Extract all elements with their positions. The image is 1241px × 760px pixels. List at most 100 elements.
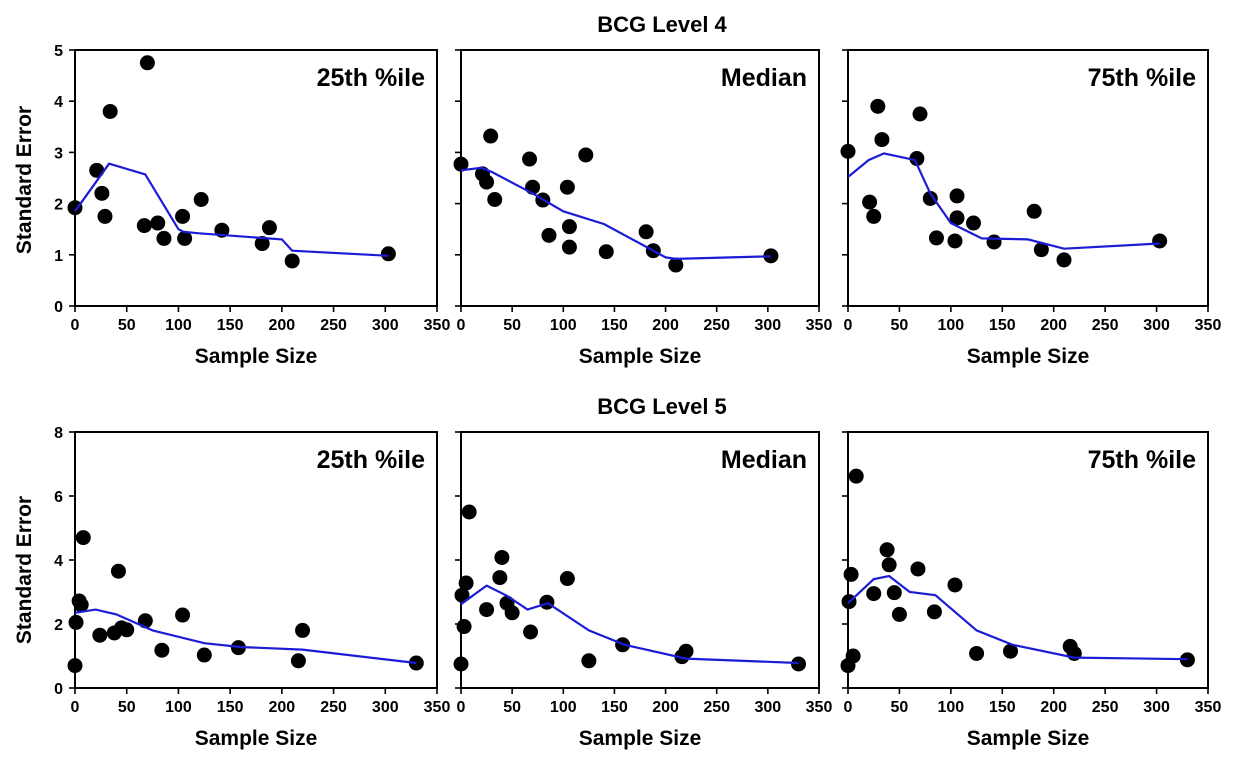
panel-3: 0 50 100 150 200 250 300 350 Sample Size 75th %il…	[840, 49, 1221, 368]
panel-label: 75th %ile	[1088, 446, 1196, 474]
data-point	[150, 215, 166, 231]
data-point	[89, 162, 105, 178]
x-tick-label: 50	[891, 317, 909, 334]
x-axis-label: Sample Size	[195, 727, 318, 750]
x-axis-label: Sample Size	[967, 345, 1090, 368]
data-point	[1026, 203, 1042, 219]
data-point	[539, 594, 555, 610]
x-tick-label: 300	[755, 317, 782, 334]
trend-line	[460, 584, 799, 665]
x-tick-label: 150	[989, 317, 1016, 334]
data-point	[910, 561, 926, 577]
x-tick-label: 250	[703, 699, 730, 716]
data-point	[453, 656, 469, 672]
data-point	[965, 215, 981, 231]
x-tick-label: 200	[269, 699, 296, 716]
data-point	[380, 246, 396, 262]
x-tick-label: 0	[457, 317, 466, 334]
y-tick-label: 5	[54, 43, 63, 60]
x-tick-label: 250	[1092, 317, 1119, 334]
data-point	[479, 174, 495, 190]
data-point	[870, 98, 886, 114]
data-point	[139, 55, 155, 71]
y-axis-label-level5: Standard Error	[13, 496, 36, 644]
data-point	[678, 643, 694, 659]
x-axis-label: Sample Size	[579, 345, 702, 368]
x-tick-label: 350	[424, 699, 451, 716]
data-point	[453, 156, 469, 172]
trend-line	[74, 608, 417, 665]
x-tick-label: 150	[601, 699, 628, 716]
x-tick-label: 300	[1143, 699, 1170, 716]
data-point	[261, 220, 277, 236]
data-point	[75, 530, 91, 546]
data-point	[456, 619, 472, 635]
x-tick-label: 200	[1040, 317, 1067, 334]
data-point	[68, 614, 84, 630]
data-point	[848, 468, 864, 484]
y-tick-label: 2	[54, 197, 63, 214]
x-tick-label: 50	[118, 317, 136, 334]
data-point	[1179, 652, 1195, 668]
y-tick-label: 0	[54, 681, 63, 698]
x-tick-label: 100	[165, 317, 192, 334]
data-point	[504, 605, 520, 621]
data-point	[1056, 252, 1072, 268]
panel-2: 0 50 100 150 200 250 300 350 Sample Size Median	[453, 49, 832, 368]
x-tick-label: 150	[989, 699, 1016, 716]
data-point	[949, 188, 965, 204]
y-tick-label: 4	[54, 94, 63, 111]
data-point	[523, 624, 539, 640]
data-point	[845, 648, 861, 664]
data-point	[102, 103, 118, 119]
x-tick-label: 150	[217, 699, 244, 716]
x-tick-label: 350	[806, 699, 833, 716]
x-tick-label: 150	[217, 317, 244, 334]
panel-4: 0 50 100 150 200 250 300 350 0 2 4 6 8 Sample Size 25t…	[54, 425, 450, 750]
x-tick-label: 0	[71, 317, 80, 334]
data-point	[295, 622, 311, 638]
data-point	[668, 257, 684, 273]
x-tick-label: 0	[71, 699, 80, 716]
data-point	[175, 607, 191, 623]
x-tick-label: 200	[652, 317, 679, 334]
x-tick-label: 350	[1195, 699, 1222, 716]
data-point	[67, 200, 83, 216]
panel-label: 75th %ile	[1088, 64, 1196, 92]
trend-line	[847, 152, 1160, 250]
data-point	[254, 236, 270, 252]
data-point	[922, 190, 938, 206]
x-axis-label: Sample Size	[967, 727, 1090, 750]
data-point	[879, 542, 895, 558]
data-point	[912, 106, 928, 122]
data-point	[928, 230, 944, 246]
plot-frame	[74, 49, 438, 307]
x-tick-label: 250	[1092, 699, 1119, 716]
panel-label: Median	[721, 446, 807, 474]
data-point	[866, 208, 882, 224]
data-point	[487, 192, 503, 208]
x-axis-label: Sample Size	[579, 727, 702, 750]
data-point	[1152, 233, 1168, 249]
x-tick-label: 300	[1143, 317, 1170, 334]
x-tick-label: 0	[457, 699, 466, 716]
x-tick-label: 200	[652, 699, 679, 716]
data-point	[458, 575, 474, 591]
panel-label: 25th %ile	[317, 446, 425, 474]
data-point	[177, 230, 193, 246]
data-point	[494, 549, 510, 565]
x-tick-label: 50	[503, 699, 521, 716]
data-point	[581, 653, 597, 669]
data-point	[874, 132, 890, 148]
data-point	[92, 627, 108, 643]
data-point	[986, 234, 1002, 250]
x-tick-label: 250	[703, 317, 730, 334]
x-tick-label: 150	[601, 317, 628, 334]
y-tick-label: 8	[54, 425, 63, 442]
x-tick-label: 300	[372, 317, 399, 334]
data-point	[522, 151, 538, 167]
x-tick-label: 0	[844, 317, 853, 334]
data-point	[638, 224, 654, 240]
row-title-level5: BCG Level 5	[597, 394, 727, 419]
x-tick-label: 50	[118, 699, 136, 716]
